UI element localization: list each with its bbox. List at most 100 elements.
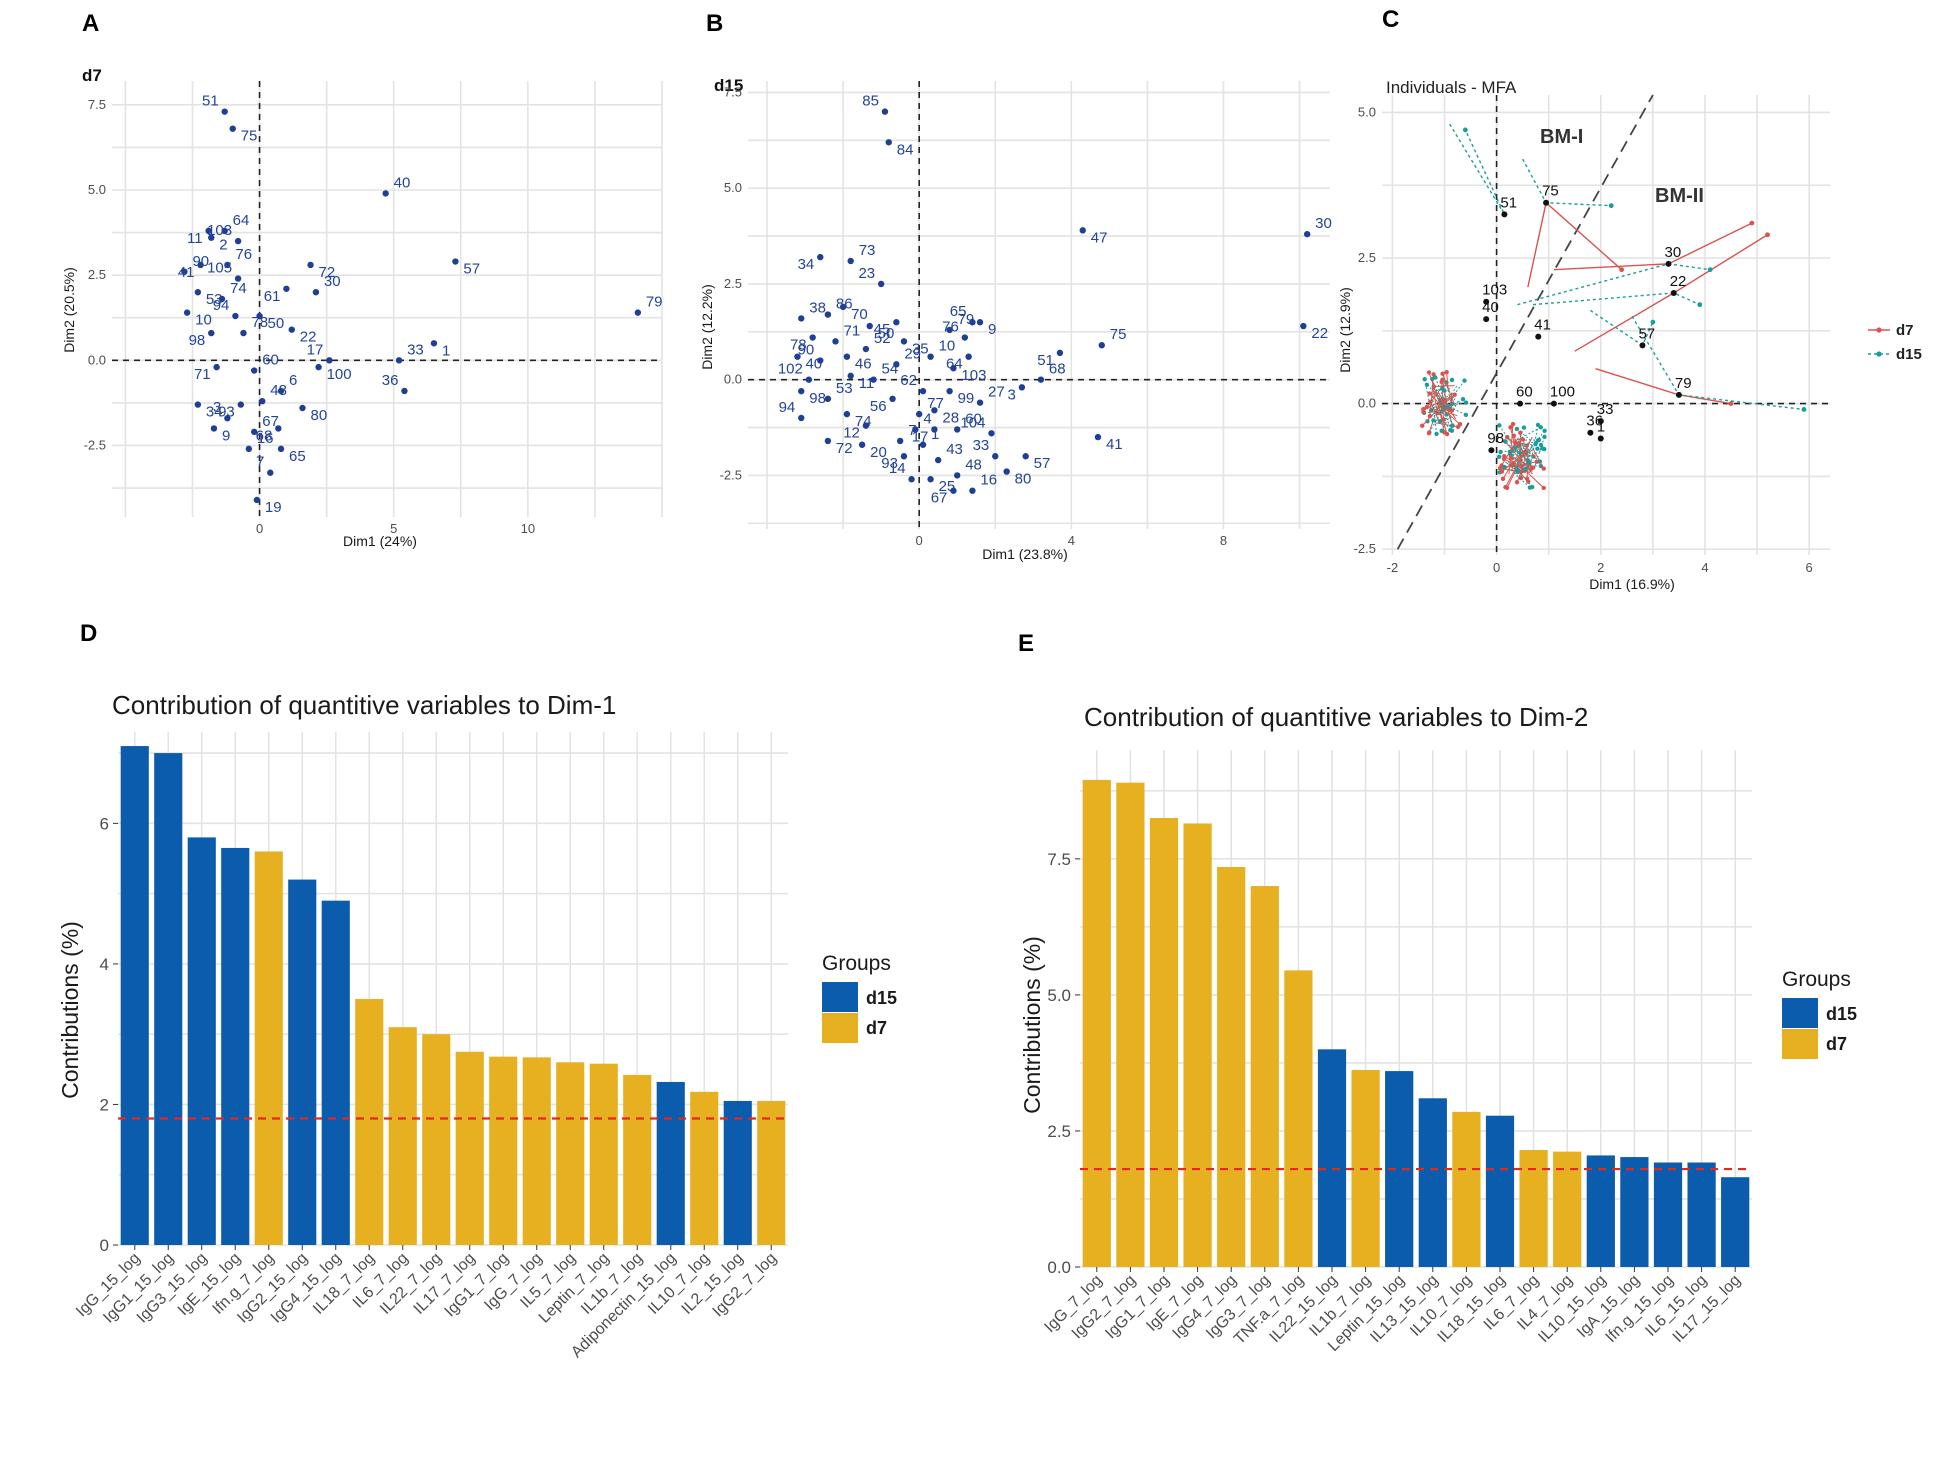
data-point bbox=[299, 404, 306, 412]
point-label: 103 bbox=[207, 222, 232, 239]
data-point bbox=[634, 309, 642, 316]
data-point bbox=[221, 227, 228, 235]
point-label: 65 bbox=[289, 448, 306, 465]
x-axis-label: Dim1 (23.8%) bbox=[982, 546, 1068, 562]
y-tick-label: 0.0 bbox=[88, 352, 106, 367]
data-point bbox=[843, 410, 851, 418]
bar-IgG_7_log bbox=[522, 1057, 551, 1245]
data-point bbox=[866, 322, 873, 330]
link-line-d15 bbox=[1444, 413, 1453, 431]
partial-point-d7 bbox=[1452, 392, 1457, 397]
bar-IgG1_7_log bbox=[489, 1056, 518, 1245]
centroid-point bbox=[1501, 211, 1508, 218]
point-label: 19 bbox=[265, 499, 282, 516]
partial-point-d15 bbox=[1425, 419, 1430, 424]
link-line-d7 bbox=[1423, 397, 1450, 410]
data-point bbox=[267, 469, 274, 476]
partial-point-d15 bbox=[1513, 445, 1518, 450]
point-label: 36 bbox=[382, 372, 399, 389]
data-point bbox=[824, 311, 832, 318]
partial-point-d7 bbox=[1499, 469, 1505, 474]
partial-point-d7 bbox=[1440, 371, 1445, 376]
point-label: 29 bbox=[904, 345, 921, 362]
data-point bbox=[1303, 230, 1311, 238]
point-label: 64 bbox=[946, 356, 963, 373]
data-point bbox=[847, 257, 854, 265]
chart-title: Individuals - MFA bbox=[1386, 78, 1517, 97]
point-label: 72 bbox=[319, 264, 336, 281]
data-point bbox=[862, 345, 870, 353]
centroid-point bbox=[1550, 400, 1557, 407]
partial-point-d15 bbox=[1449, 423, 1455, 428]
data-point bbox=[900, 453, 908, 460]
data-point bbox=[224, 261, 231, 269]
data-point bbox=[430, 340, 438, 347]
bar-Ifn.g_15_log bbox=[1653, 1162, 1683, 1267]
centroid-label: 79 bbox=[1675, 375, 1692, 392]
data-point bbox=[931, 407, 938, 414]
y-tick-label: 2.5 bbox=[724, 276, 742, 291]
partial-point-d7 bbox=[1508, 455, 1514, 460]
legend: Groups d15 d7 bbox=[822, 952, 897, 1043]
link-line-d15 bbox=[1534, 436, 1545, 467]
point-label: 75 bbox=[241, 128, 258, 145]
y-tick-label: 5.0 bbox=[1047, 986, 1071, 1005]
point-label: 71 bbox=[843, 322, 860, 339]
y-tick-label: 0.0 bbox=[1047, 1258, 1071, 1277]
data-point bbox=[798, 315, 805, 322]
point-label: 60 bbox=[262, 352, 279, 369]
link-line-d15 bbox=[1431, 394, 1438, 434]
bar-IL17_7_log bbox=[455, 1051, 484, 1245]
partial-point-d7 bbox=[1420, 423, 1425, 428]
link-line-d7 bbox=[1434, 422, 1459, 428]
data-point bbox=[382, 190, 389, 197]
x-tick-label: 4 bbox=[1068, 533, 1075, 548]
y-tick-label: 2.5 bbox=[1047, 1122, 1071, 1141]
y-axis-label: Dim2 (20.5%) bbox=[61, 267, 77, 353]
link-line-d7 bbox=[1516, 465, 1524, 483]
bar-IgG_7_log bbox=[1082, 779, 1111, 1267]
point-label: 23 bbox=[858, 265, 875, 282]
bar-IgG3_7_log bbox=[1250, 886, 1279, 1267]
data-point bbox=[208, 234, 215, 241]
partial-point-d7 bbox=[1518, 430, 1523, 435]
partial-point-d7 bbox=[1510, 421, 1516, 427]
point-label: 75 bbox=[1110, 326, 1127, 343]
point-label: 46 bbox=[855, 356, 872, 373]
bar-IL13_15_log bbox=[1418, 1098, 1447, 1267]
data-point bbox=[307, 261, 314, 269]
bar-IgG4_15_log bbox=[321, 900, 350, 1245]
point-label: 74 bbox=[230, 280, 247, 297]
point-label: 7 bbox=[908, 422, 916, 439]
link-line-d7 bbox=[1441, 403, 1445, 420]
data-point bbox=[969, 319, 976, 326]
link-end-d7 bbox=[1749, 220, 1755, 226]
point-label: 104 bbox=[960, 414, 985, 431]
link-line-d15 bbox=[1441, 401, 1459, 432]
data-point bbox=[992, 453, 999, 460]
data-point bbox=[885, 139, 892, 146]
panel-letter-e: E bbox=[1018, 630, 1035, 657]
y-tick-label: 5.0 bbox=[88, 182, 106, 197]
data-point bbox=[183, 309, 191, 316]
point-label: 30 bbox=[1315, 215, 1332, 232]
centroid-label: 36 bbox=[1586, 413, 1603, 430]
point-label: 41 bbox=[1106, 436, 1123, 453]
data-point bbox=[976, 319, 984, 326]
chart-title: d15 bbox=[714, 76, 743, 95]
data-point bbox=[912, 426, 919, 433]
x-tick-label: 0 bbox=[1493, 560, 1500, 575]
point-label: 33 bbox=[407, 341, 424, 358]
partial-point-d7 bbox=[1441, 417, 1446, 422]
link-end-d7 bbox=[1619, 267, 1625, 273]
point-label: 1 bbox=[442, 342, 450, 359]
data-point bbox=[234, 237, 242, 245]
partial-point-d15 bbox=[1422, 376, 1427, 382]
x-axis-label: Dim1 (16.9%) bbox=[1589, 576, 1675, 592]
bar-IgG2_7_log bbox=[1116, 782, 1145, 1267]
bar-IL1b_7_log bbox=[623, 1074, 652, 1245]
data-point bbox=[452, 258, 459, 265]
link-line-d7 bbox=[1429, 401, 1440, 423]
point-label: 54 bbox=[882, 361, 899, 378]
data-point bbox=[208, 329, 215, 337]
